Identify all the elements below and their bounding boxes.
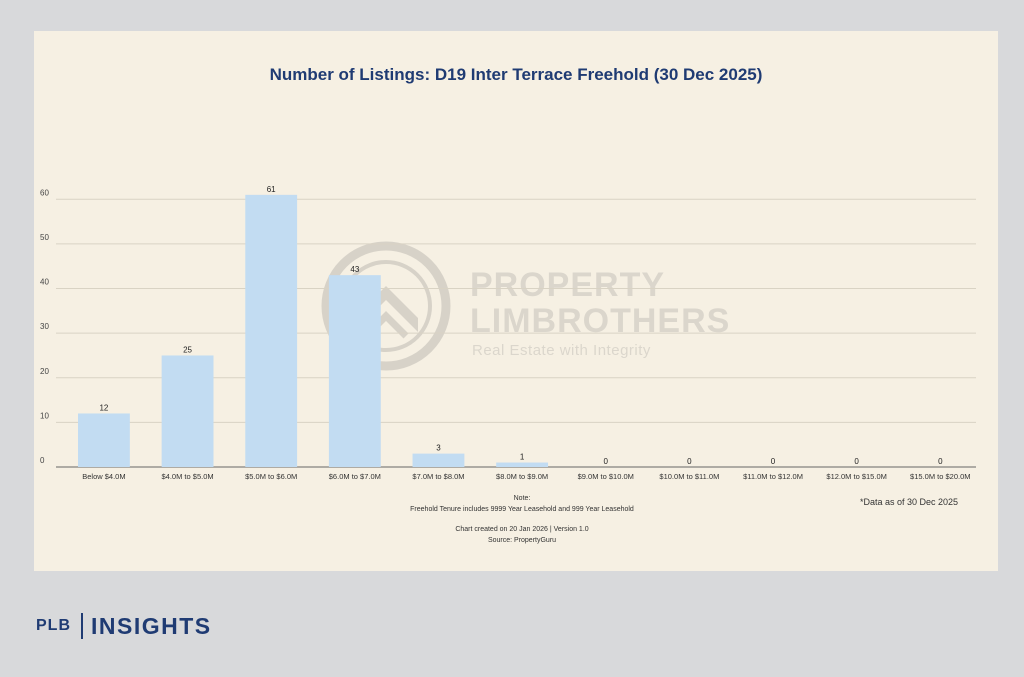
x-tick-label: $10.0M to $11.0M [659,472,719,481]
data-label: 0 [854,457,859,466]
x-tick-label: $9.0M to $10.0M [578,472,634,481]
x-tick-label: Below $4.0M [82,472,125,481]
x-tick-label: $6.0M to $7.0M [329,472,381,481]
y-tick-label: 60 [40,188,49,197]
data-label: 0 [771,457,776,466]
y-tick-label: 20 [40,367,49,376]
x-tick-label: $15.0M to $20.0M [910,472,970,481]
data-label: 0 [938,457,943,466]
x-tick-label: $5.0M to $6.0M [245,472,297,481]
chart-title: Number of Listings: D19 Inter Terrace Fr… [269,65,763,84]
data-label: 1 [520,453,525,462]
bar [328,275,381,467]
y-tick-label: 0 [40,456,45,465]
y-tick-label: 40 [40,278,49,287]
data-label: 3 [436,444,441,453]
data-label: 0 [604,457,609,466]
note-text: Freehold Tenure includes 9999 Year Lease… [410,506,634,513]
brand-plb: PLB [36,617,71,634]
y-tick-label: 50 [40,233,49,242]
data-label: 0 [687,457,692,466]
bar [412,453,465,467]
x-tick-label: $4.0M to $5.0M [162,472,214,481]
chart-source: Source: PropertyGuru [487,537,557,544]
data-label: 61 [267,185,276,194]
x-tick-label: $11.0M to $12.0M [743,472,803,481]
y-tick-label: 10 [40,411,49,420]
bar [245,194,298,467]
y-tick-label: 30 [40,322,49,331]
data-label: 43 [350,265,359,274]
plb-insights-logo: PLB INSIGHTS [36,612,212,640]
data-asof: *Data as of 30 Dec 2025 [860,497,959,507]
bar [161,355,214,467]
chart-created: Chart created on 20 Jan 2026 | Version 1… [455,526,589,533]
data-label: 25 [183,345,192,354]
brand-insights: INSIGHTS [91,612,212,639]
bar [496,462,549,467]
chart-card: Number of Listings: D19 Inter Terrace Fr… [34,31,998,571]
data-label: 12 [99,403,108,412]
x-tick-label: $12.0M to $15.0M [826,472,886,481]
note-heading: Note: [513,495,531,502]
brand-divider [81,613,83,639]
footnotes: Note: Freehold Tenure includes 9999 Year… [34,493,1010,546]
x-tick-label: $8.0M to $9.0M [496,472,548,481]
x-tick-label: $7.0M to $8.0M [412,472,464,481]
bar [78,413,130,467]
